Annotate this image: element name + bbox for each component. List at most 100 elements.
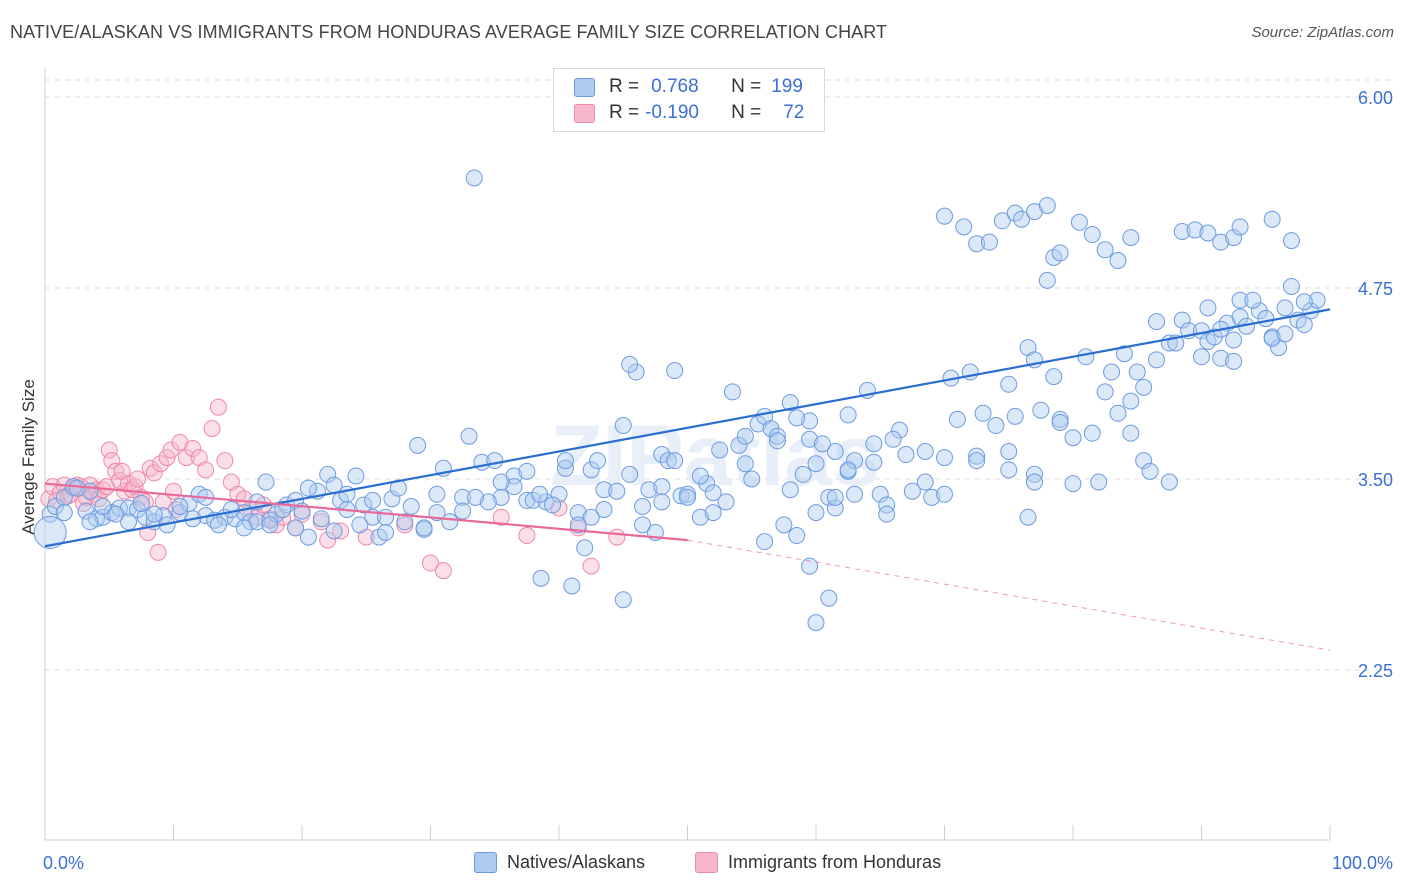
data-point: [1295, 293, 1313, 311]
n-value: 72: [783, 102, 805, 123]
n-label: N =: [731, 102, 762, 123]
data-point: [679, 488, 696, 506]
data-point: [129, 470, 147, 488]
r-value: -0.190: [645, 102, 699, 123]
data-point: [68, 479, 86, 497]
data-point: [1109, 404, 1127, 422]
data-point: [556, 452, 574, 470]
data-point: [383, 490, 401, 508]
pink-swatch: [574, 103, 595, 123]
data-point: [203, 420, 221, 438]
data-point: [736, 427, 754, 445]
data-point: [532, 569, 550, 587]
data-point: [589, 452, 607, 470]
data-point: [518, 527, 536, 545]
n-value: 199: [771, 76, 803, 97]
data-point: [576, 539, 594, 557]
data-point: [987, 417, 1005, 435]
trend-lines: [44, 308, 1331, 651]
data-point: [257, 473, 275, 491]
data-point: [518, 462, 536, 480]
data-point: [878, 496, 896, 514]
data-point: [1148, 313, 1166, 331]
blue-swatch: [474, 852, 497, 873]
data-point: [505, 478, 523, 496]
data-point: [653, 493, 671, 511]
data-point: [1212, 233, 1230, 251]
data-point: [325, 522, 343, 540]
data-point: [672, 487, 690, 505]
data-point: [781, 394, 799, 412]
data-point: [711, 441, 729, 459]
data-point: [801, 412, 819, 430]
data-point: [846, 452, 864, 470]
y-tick-label: 2.25: [1358, 661, 1393, 681]
data-point: [216, 452, 234, 470]
trend-line-natives: [44, 308, 1331, 548]
data-point: [1173, 222, 1191, 240]
data-point: [100, 441, 118, 459]
data-point: [891, 421, 909, 439]
data-point: [788, 409, 806, 427]
blue-swatch: [574, 77, 595, 97]
data-point: [1064, 475, 1082, 493]
legend-label: Natives/Alaskans: [507, 852, 646, 872]
data-point: [1103, 363, 1121, 381]
data-point: [332, 522, 350, 540]
y-tick-label: 4.75: [1358, 279, 1393, 299]
data-point: [1000, 442, 1018, 460]
data-point: [1199, 224, 1217, 242]
data-point: [569, 516, 587, 534]
data-point: [781, 481, 799, 499]
data-point: [171, 498, 189, 516]
data-point: [347, 467, 365, 485]
data-point: [1173, 311, 1191, 329]
legend-row-honduras: R = -0.190 N = 72: [574, 101, 804, 125]
data-point: [1270, 339, 1288, 357]
data-point: [149, 543, 167, 561]
data-point: [704, 504, 722, 522]
data-point: [434, 562, 452, 580]
data-point: [261, 511, 279, 529]
data-point: [1135, 452, 1153, 470]
gridlines: [45, 79, 1394, 671]
data-point: [788, 527, 806, 545]
data-point: [704, 484, 722, 502]
data-point: [235, 490, 253, 508]
data-point: [355, 496, 373, 514]
data-point: [377, 508, 395, 526]
data-point: [865, 453, 883, 471]
data-point: [1282, 232, 1300, 250]
legend-label: Immigrants from Honduras: [728, 852, 942, 872]
data-point: [479, 493, 497, 511]
data-point: [595, 501, 613, 519]
data-point: [454, 502, 472, 520]
data-point: [1013, 210, 1031, 228]
data-point: [897, 446, 915, 464]
data-point: [878, 505, 896, 523]
series-natives-points: [33, 169, 1326, 632]
data-point: [653, 478, 671, 496]
y-tick-label: 6.00: [1358, 88, 1393, 108]
data-point: [351, 516, 369, 534]
data-point: [813, 435, 831, 453]
data-point: [794, 465, 812, 483]
data-point: [1006, 204, 1024, 222]
data-point: [377, 523, 395, 541]
data-point: [1122, 229, 1140, 247]
chart-title: NATIVE/ALASKAN VS IMMIGRANTS FROM HONDUR…: [10, 22, 888, 42]
data-point: [1276, 325, 1294, 343]
data-point: [1148, 351, 1166, 369]
r-value: 0.768: [651, 76, 699, 97]
data-point: [936, 207, 953, 225]
data-point: [801, 557, 819, 575]
data-point: [968, 447, 986, 465]
data-point: [1295, 316, 1313, 334]
x-tick-label: 0.0%: [43, 853, 84, 873]
data-point: [242, 513, 260, 531]
x-tick-label: 100.0%: [1332, 853, 1393, 873]
data-point: [409, 436, 427, 454]
data-point: [1122, 424, 1140, 442]
data-point: [1038, 271, 1056, 289]
data-point: [621, 465, 639, 483]
